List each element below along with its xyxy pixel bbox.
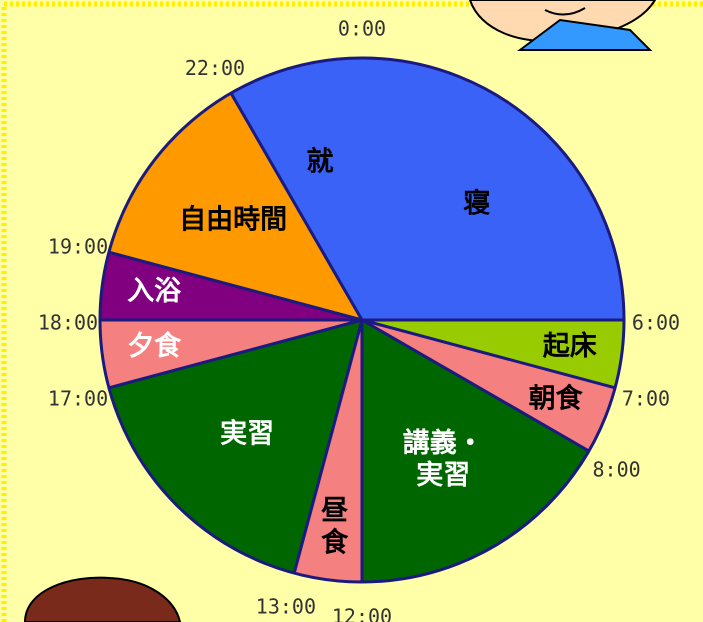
time-label: 6:00 <box>632 311 680 335</box>
slice-label: 講義・ <box>403 427 484 459</box>
slice-label: 寝 <box>463 188 490 220</box>
time-label: 8:00 <box>593 458 641 482</box>
time-label: 22:00 <box>185 56 245 80</box>
slice-label: 就 <box>306 147 333 178</box>
time-label: 19:00 <box>48 234 108 258</box>
slice-label: 実習 <box>416 459 470 491</box>
slice-label: 食 <box>321 526 349 558</box>
slice-label: 朝食 <box>529 383 584 415</box>
slice-label: 実習 <box>220 417 274 449</box>
time-label: 7:00 <box>622 387 670 411</box>
slice-label: 起床 <box>543 330 597 362</box>
time-label: 12:00 <box>332 605 392 622</box>
chart: 寝起床朝食講義・実習昼食実習夕食入浴自由時間就6:007:008:0012:00… <box>0 0 703 622</box>
time-label: 13:00 <box>256 594 316 618</box>
time-label: 0:00 <box>338 17 386 41</box>
time-label: 18:00 <box>38 311 98 335</box>
slice-label: 夕食 <box>127 330 182 362</box>
slice-label: 昼 <box>321 495 348 526</box>
slice-label: 入浴 <box>127 276 182 307</box>
time-label: 17:00 <box>48 387 108 411</box>
slice-label: 自由時間 <box>179 204 287 236</box>
